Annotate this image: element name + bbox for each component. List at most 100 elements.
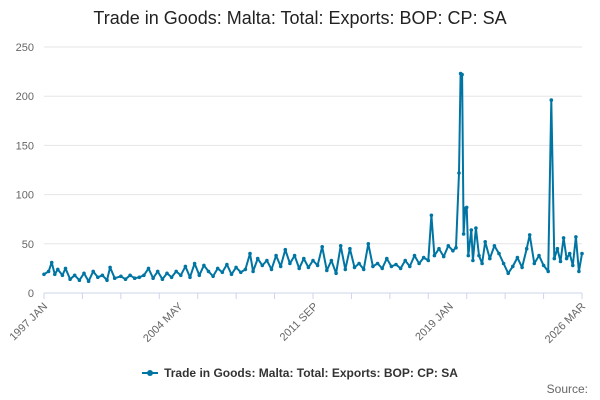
data-point[interactable] bbox=[454, 245, 458, 250]
data-point[interactable] bbox=[234, 265, 238, 270]
data-point[interactable] bbox=[389, 264, 394, 269]
data-point[interactable] bbox=[53, 272, 57, 277]
data-point[interactable] bbox=[361, 267, 366, 272]
data-point[interactable] bbox=[366, 242, 371, 246]
data-point[interactable] bbox=[511, 264, 515, 269]
data-point[interactable] bbox=[352, 265, 357, 270]
data-point[interactable] bbox=[441, 254, 446, 259]
data-point[interactable] bbox=[483, 240, 488, 244]
data-point[interactable] bbox=[371, 264, 375, 269]
data-point[interactable] bbox=[132, 276, 137, 281]
data-point[interactable] bbox=[457, 171, 461, 175]
data-point[interactable] bbox=[501, 261, 506, 266]
data-point[interactable] bbox=[128, 273, 132, 278]
data-point[interactable] bbox=[220, 270, 225, 275]
data-point[interactable] bbox=[112, 276, 117, 281]
data-point[interactable] bbox=[155, 269, 160, 274]
data-point[interactable] bbox=[215, 266, 220, 271]
data-point[interactable] bbox=[466, 253, 471, 258]
data-point[interactable] bbox=[412, 253, 417, 258]
data-point[interactable] bbox=[206, 269, 211, 274]
data-point[interactable] bbox=[552, 256, 557, 261]
data-point[interactable] bbox=[243, 267, 248, 272]
data-point[interactable] bbox=[469, 228, 474, 232]
data-point[interactable] bbox=[546, 269, 550, 274]
data-point[interactable] bbox=[385, 256, 389, 261]
data-point[interactable] bbox=[46, 269, 51, 274]
data-point[interactable] bbox=[68, 277, 72, 282]
data-point[interactable] bbox=[477, 253, 481, 258]
data-point[interactable] bbox=[165, 271, 169, 276]
data-point[interactable] bbox=[292, 253, 297, 258]
data-point[interactable] bbox=[72, 273, 77, 278]
data-point[interactable] bbox=[283, 247, 288, 252]
data-point[interactable] bbox=[137, 275, 142, 280]
data-point[interactable] bbox=[251, 269, 255, 274]
data-point[interactable] bbox=[555, 246, 560, 251]
data-point[interactable] bbox=[480, 261, 484, 266]
data-point[interactable] bbox=[269, 267, 274, 272]
data-point[interactable] bbox=[108, 265, 112, 270]
data-point[interactable] bbox=[255, 256, 260, 261]
data-point[interactable] bbox=[306, 265, 311, 270]
data-point[interactable] bbox=[100, 273, 105, 278]
data-point[interactable] bbox=[82, 271, 86, 276]
data-point[interactable] bbox=[527, 233, 532, 237]
data-point[interactable] bbox=[460, 72, 464, 77]
data-point[interactable] bbox=[421, 255, 426, 260]
data-point[interactable] bbox=[174, 269, 178, 274]
data-point[interactable] bbox=[288, 261, 292, 266]
data-point[interactable] bbox=[91, 269, 95, 274]
data-point[interactable] bbox=[394, 262, 398, 267]
data-point[interactable] bbox=[515, 255, 520, 260]
data-point[interactable] bbox=[160, 277, 165, 282]
credits-label[interactable]: Source: bbox=[546, 382, 588, 396]
data-point[interactable] bbox=[398, 266, 403, 271]
data-point[interactable] bbox=[520, 265, 524, 270]
data-point[interactable] bbox=[63, 266, 68, 271]
data-point[interactable] bbox=[265, 258, 269, 263]
data-point[interactable] bbox=[151, 276, 155, 281]
data-point[interactable] bbox=[302, 256, 306, 261]
data-point[interactable] bbox=[446, 244, 451, 248]
data-point[interactable] bbox=[123, 277, 128, 282]
data-point[interactable] bbox=[524, 246, 529, 251]
data-point[interactable] bbox=[497, 251, 501, 256]
data-point[interactable] bbox=[432, 253, 437, 258]
data-point[interactable] bbox=[211, 274, 215, 279]
data-point[interactable] bbox=[260, 263, 265, 268]
data-point[interactable] bbox=[239, 270, 243, 275]
data-point[interactable] bbox=[567, 251, 572, 256]
data-point[interactable] bbox=[225, 262, 229, 267]
data-point[interactable] bbox=[56, 267, 60, 272]
data-point[interactable] bbox=[42, 272, 46, 277]
data-point[interactable] bbox=[86, 279, 91, 284]
data-point[interactable] bbox=[375, 261, 380, 266]
data-point[interactable] bbox=[179, 273, 183, 278]
data-point[interactable] bbox=[574, 235, 578, 239]
series-line[interactable] bbox=[43, 72, 583, 283]
data-point[interactable] bbox=[119, 274, 123, 279]
data-point[interactable] bbox=[188, 275, 192, 280]
legend-item[interactable]: Trade in Goods: Malta: Total: Exports: B… bbox=[142, 366, 458, 380]
data-point[interactable] bbox=[357, 261, 361, 266]
data-point[interactable] bbox=[541, 263, 546, 268]
data-point[interactable] bbox=[571, 263, 575, 268]
data-point[interactable] bbox=[577, 269, 581, 274]
data-point[interactable] bbox=[105, 278, 109, 283]
data-point[interactable] bbox=[426, 258, 431, 263]
data-point[interactable] bbox=[334, 271, 338, 276]
data-point[interactable] bbox=[343, 267, 348, 272]
data-point[interactable] bbox=[311, 258, 315, 263]
data-point[interactable] bbox=[169, 275, 174, 280]
data-point[interactable] bbox=[278, 264, 283, 269]
data-point[interactable] bbox=[532, 261, 537, 266]
data-point[interactable] bbox=[564, 256, 569, 261]
data-point[interactable] bbox=[248, 251, 252, 256]
data-point[interactable] bbox=[461, 232, 466, 236]
data-point[interactable] bbox=[408, 264, 412, 269]
data-point[interactable] bbox=[580, 251, 584, 256]
data-point[interactable] bbox=[315, 263, 320, 268]
data-point[interactable] bbox=[338, 244, 343, 248]
data-point[interactable] bbox=[146, 266, 151, 271]
